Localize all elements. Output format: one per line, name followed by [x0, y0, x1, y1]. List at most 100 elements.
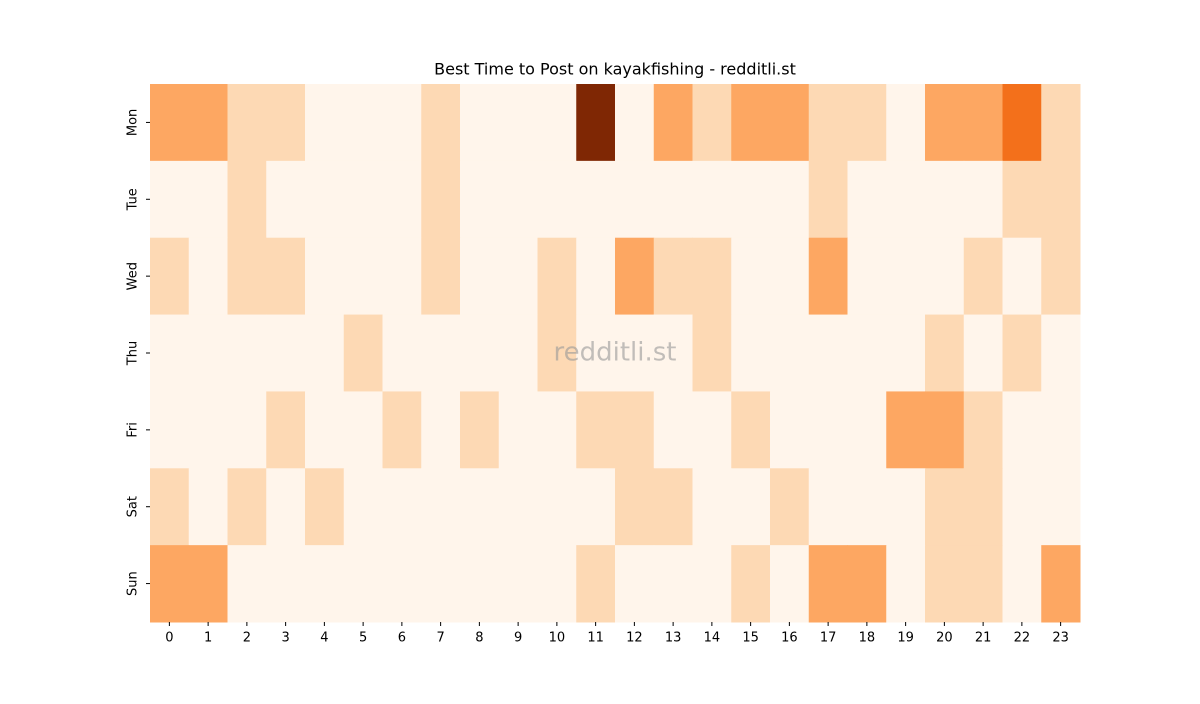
heat-cell [770, 314, 810, 392]
x-tick-label: 2 [243, 631, 251, 646]
heat-cell [188, 314, 228, 392]
heat-cell [460, 391, 500, 469]
heat-cell [188, 468, 228, 546]
heat-cell [227, 237, 267, 316]
heat-cell [615, 314, 655, 392]
heat-cell [1002, 237, 1042, 316]
heat-cell [460, 545, 500, 623]
heat-cell [576, 160, 616, 239]
heat-cell [150, 391, 190, 469]
heat-cell [847, 237, 887, 316]
heat-cell [770, 160, 810, 239]
heat-cell [305, 160, 345, 239]
heat-cell [188, 391, 228, 469]
heat-cell [266, 391, 306, 469]
heat-cell [692, 545, 732, 623]
y-tick-label: Sun [126, 571, 141, 596]
heat-cell [1041, 237, 1081, 316]
heat-cell [808, 237, 848, 316]
heat-cell [188, 160, 228, 239]
heat-cell [343, 314, 383, 392]
heat-cell [925, 160, 965, 239]
y-tick-label: Mon [126, 109, 141, 136]
heat-cell [382, 314, 422, 392]
x-tick-label: 16 [781, 631, 798, 646]
heat-cell [188, 84, 228, 162]
heat-cell [188, 237, 228, 316]
heat-cell [498, 237, 538, 316]
heat-cell [460, 314, 500, 392]
heat-cell [343, 160, 383, 239]
heat-cell [1002, 314, 1042, 392]
heat-cell [460, 468, 500, 546]
heat-cell [963, 314, 1003, 392]
heat-cell [731, 314, 771, 392]
heat-cell [731, 237, 771, 316]
heat-cell [266, 468, 306, 546]
heat-cell [886, 237, 926, 316]
x-tick-label: 12 [626, 631, 643, 646]
heat-cell [498, 314, 538, 392]
heat-cell [150, 160, 190, 239]
heat-cell [963, 391, 1003, 469]
heat-cell [886, 314, 926, 392]
heat-cell [421, 391, 461, 469]
heat-cell [692, 160, 732, 239]
heat-cell [770, 545, 810, 623]
heat-cell [925, 391, 965, 469]
heat-cell [343, 468, 383, 546]
heat-cell [808, 84, 848, 162]
heat-cell [615, 468, 655, 546]
watermark: redditli.st [554, 338, 677, 368]
heat-cell [576, 237, 616, 316]
heat-cell [847, 314, 887, 392]
heat-cell [770, 468, 810, 546]
heat-cell [537, 84, 577, 162]
heat-cell [1041, 160, 1081, 239]
heat-cell [692, 84, 732, 162]
heat-cell [266, 545, 306, 623]
y-tick-label: Tue [126, 188, 141, 211]
heat-cell [266, 160, 306, 239]
heat-cell [576, 545, 616, 623]
heat-cell [808, 545, 848, 623]
x-tick-label: 3 [281, 631, 289, 646]
heat-cell [615, 84, 655, 162]
heat-cell [343, 545, 383, 623]
heat-cell [925, 545, 965, 623]
heat-cell [615, 237, 655, 316]
heat-cell [808, 391, 848, 469]
heat-cell [576, 84, 616, 162]
heat-cell [150, 314, 190, 392]
x-tick-label: 17 [820, 631, 837, 646]
heat-cell [266, 84, 306, 162]
heat-cell [770, 84, 810, 162]
heat-cell [653, 84, 693, 162]
heat-cell [421, 545, 461, 623]
heat-cell [731, 391, 771, 469]
heat-cell [266, 314, 306, 392]
heat-cell [731, 545, 771, 623]
heat-cell [382, 545, 422, 623]
heat-cell [847, 84, 887, 162]
x-tick-label: 4 [320, 631, 328, 646]
heat-cell [227, 160, 267, 239]
heat-cell [847, 545, 887, 623]
heat-cell [847, 391, 887, 469]
heat-cell [1041, 468, 1081, 546]
heat-cell [847, 468, 887, 546]
heat-cell [343, 391, 383, 469]
heat-cell [382, 160, 422, 239]
heat-cell [1002, 545, 1042, 623]
y-tick-label: Wed [126, 262, 141, 290]
heat-cell [498, 468, 538, 546]
heat-cell [1041, 314, 1081, 392]
heat-cell [266, 237, 306, 316]
heat-cell [1002, 391, 1042, 469]
heat-cell [498, 84, 538, 162]
heat-cell [847, 160, 887, 239]
heat-cell [305, 84, 345, 162]
x-tick-label: 21 [975, 631, 992, 646]
heat-cell [808, 314, 848, 392]
x-tick-label: 22 [1014, 631, 1031, 646]
